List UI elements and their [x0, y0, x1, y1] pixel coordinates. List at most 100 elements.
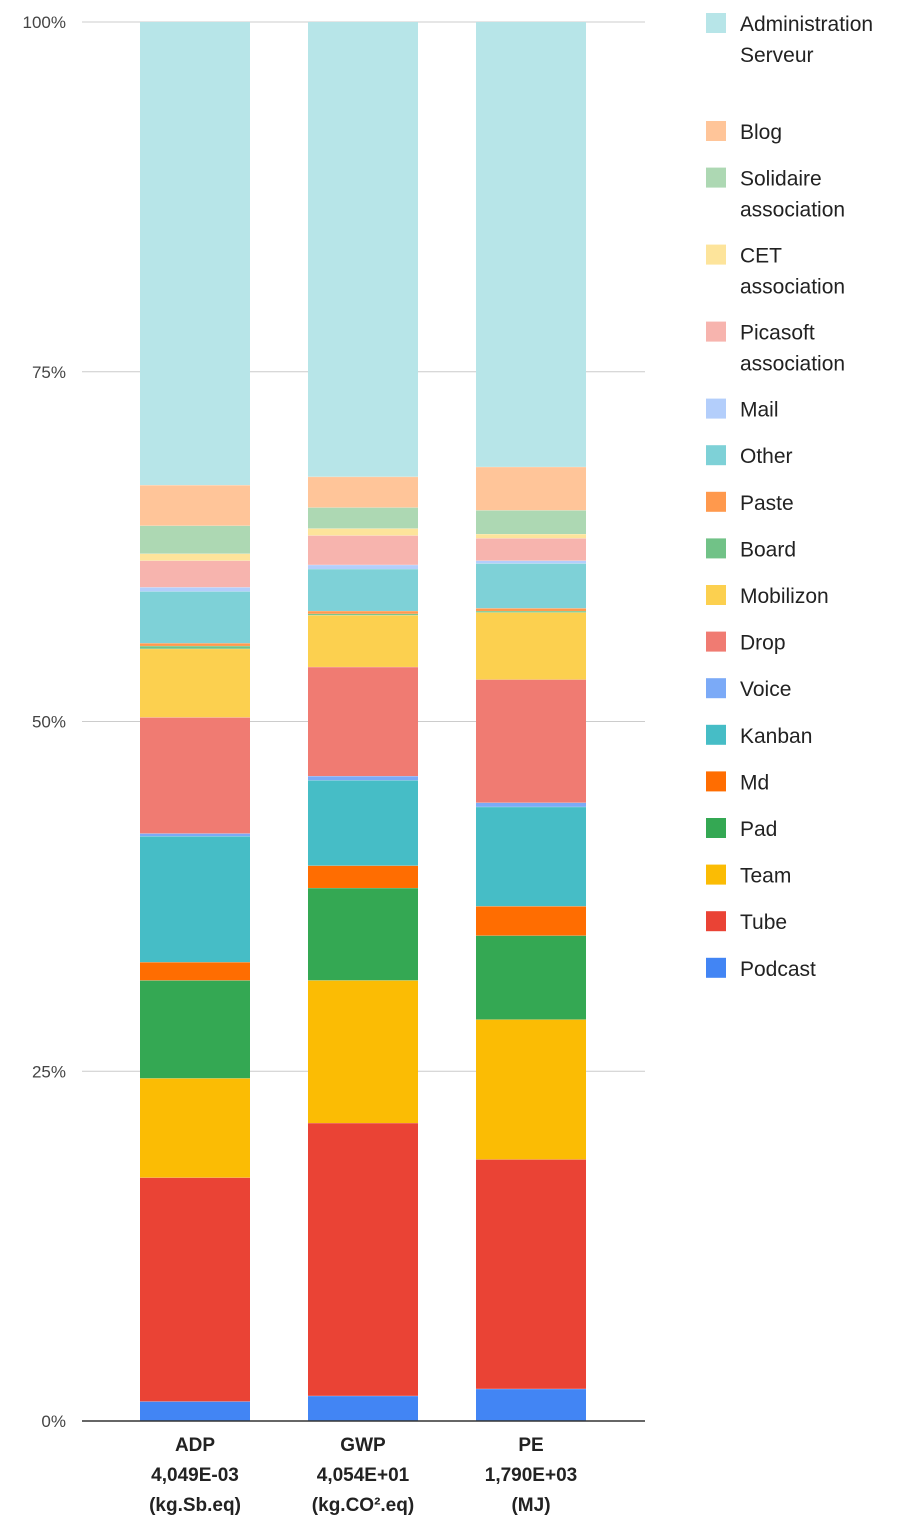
legend-label: Administration Serveur [740, 13, 873, 67]
legend-swatch [706, 771, 726, 792]
legend: Administration Serveur Blog Solidaire associ… [706, 13, 873, 981]
legend-label: Paste [740, 492, 794, 515]
legend-label-line: Mobilizon [740, 585, 829, 608]
bar-segment [476, 802, 586, 807]
y-tick-label: 0% [41, 1412, 66, 1431]
bar-segment [476, 466, 586, 511]
legend-swatch [706, 167, 726, 188]
legend-label-line: Voice [740, 678, 791, 701]
legend-label-line: Administration [740, 13, 873, 36]
bar-segment [140, 525, 250, 554]
bar-segment [476, 608, 586, 611]
legend-swatch [706, 445, 726, 466]
legend-swatch [706, 13, 726, 33]
legend-label-line: association [740, 199, 845, 222]
bar-segment [140, 485, 250, 526]
legend-swatch [706, 678, 726, 699]
y-tick-label: 25% [32, 1062, 66, 1081]
bar-segment [476, 560, 586, 564]
legend-label: Pad [740, 818, 777, 841]
legend-label-line: Paste [740, 492, 794, 515]
bar-segment [476, 1019, 586, 1160]
legend-swatch [706, 491, 726, 512]
bar-segment [140, 22, 250, 486]
legend-label: Podcast [740, 958, 816, 981]
legend-swatch [706, 631, 726, 652]
legend-swatch [706, 398, 726, 419]
legend-label: Picasoft association [740, 322, 845, 376]
legend-swatch [706, 321, 726, 342]
legend-label: CET association [740, 245, 845, 299]
bar-segment [140, 587, 250, 592]
bar-segment [476, 22, 586, 467]
legend-label-line: Serveur [740, 44, 814, 67]
legend-label-line: Drop [740, 632, 786, 655]
bar-segment [140, 645, 250, 649]
legend-label-line: association [740, 353, 845, 376]
bar-segment [308, 887, 418, 981]
bar-segment [308, 564, 418, 570]
legend-label-line: Md [740, 771, 769, 794]
legend-swatch [706, 911, 726, 932]
y-tick-label: 50% [32, 713, 66, 732]
bar-segment [308, 613, 418, 616]
legend-swatch [706, 864, 726, 885]
legend-label: Tube [740, 911, 787, 934]
bar-segment [308, 476, 418, 508]
bar-segment [140, 591, 250, 644]
legend-label-line: Blog [740, 121, 782, 144]
bar-segment [308, 980, 418, 1124]
bar-segment [308, 666, 418, 777]
bar-segment [140, 560, 250, 588]
legend-label-line: Picasoft [740, 322, 815, 345]
legend-label: Mail [740, 399, 779, 422]
bar-segment [476, 510, 586, 535]
bar-stacks [140, 22, 586, 1421]
bar-segment [308, 1123, 418, 1396]
bar-segment [140, 980, 250, 1079]
x-category-label-line: 4,054E+01 [317, 1465, 410, 1486]
legend-label-line: association [740, 276, 845, 299]
bar-segment [308, 776, 418, 781]
bar-segment [140, 643, 250, 646]
bar-segment [476, 1159, 586, 1389]
legend-swatch [706, 957, 726, 978]
bar-segment [308, 1395, 418, 1421]
y-tick-label: 75% [32, 363, 66, 382]
legend-swatch [706, 585, 726, 605]
legend-label-line: Podcast [740, 958, 816, 981]
bar-segment [476, 538, 586, 561]
x-category-label-line: (kg.Sb.eq) [149, 1495, 241, 1516]
legend-label-line: Tube [740, 911, 787, 934]
bar-segment [140, 648, 250, 718]
bar-segment [476, 610, 586, 613]
bar-segment [476, 906, 586, 936]
x-category-label-line: (MJ) [511, 1495, 550, 1516]
legend-label-line: Team [740, 865, 791, 888]
bar-segment [476, 806, 586, 907]
legend-label: Voice [740, 678, 791, 701]
legend-label: Md [740, 771, 769, 794]
bar-segment [308, 610, 418, 614]
legend-label-line: Other [740, 445, 793, 468]
bar-segment [476, 679, 586, 803]
legend-label: Drop [740, 632, 786, 655]
bar-segment [308, 22, 418, 477]
legend-label-line: Mail [740, 399, 779, 422]
bar-segment [308, 535, 418, 565]
legend-label: Blog [740, 121, 782, 144]
x-category-label-line: 4,049E-03 [151, 1465, 239, 1486]
bar-segment [140, 836, 250, 963]
bar-segment [140, 553, 250, 561]
legend-label-line: Solidaire [740, 168, 822, 191]
bar-segment [476, 563, 586, 609]
legend-label-line: Kanban [740, 725, 812, 748]
legend-swatch [706, 724, 726, 745]
legend-label: Mobilizon [740, 585, 829, 608]
bar-segment [476, 935, 586, 1020]
legend-swatch [706, 818, 726, 838]
legend-swatch [706, 121, 726, 141]
x-category-label-line: ADP [175, 1435, 215, 1456]
bar-segment [476, 1388, 586, 1421]
